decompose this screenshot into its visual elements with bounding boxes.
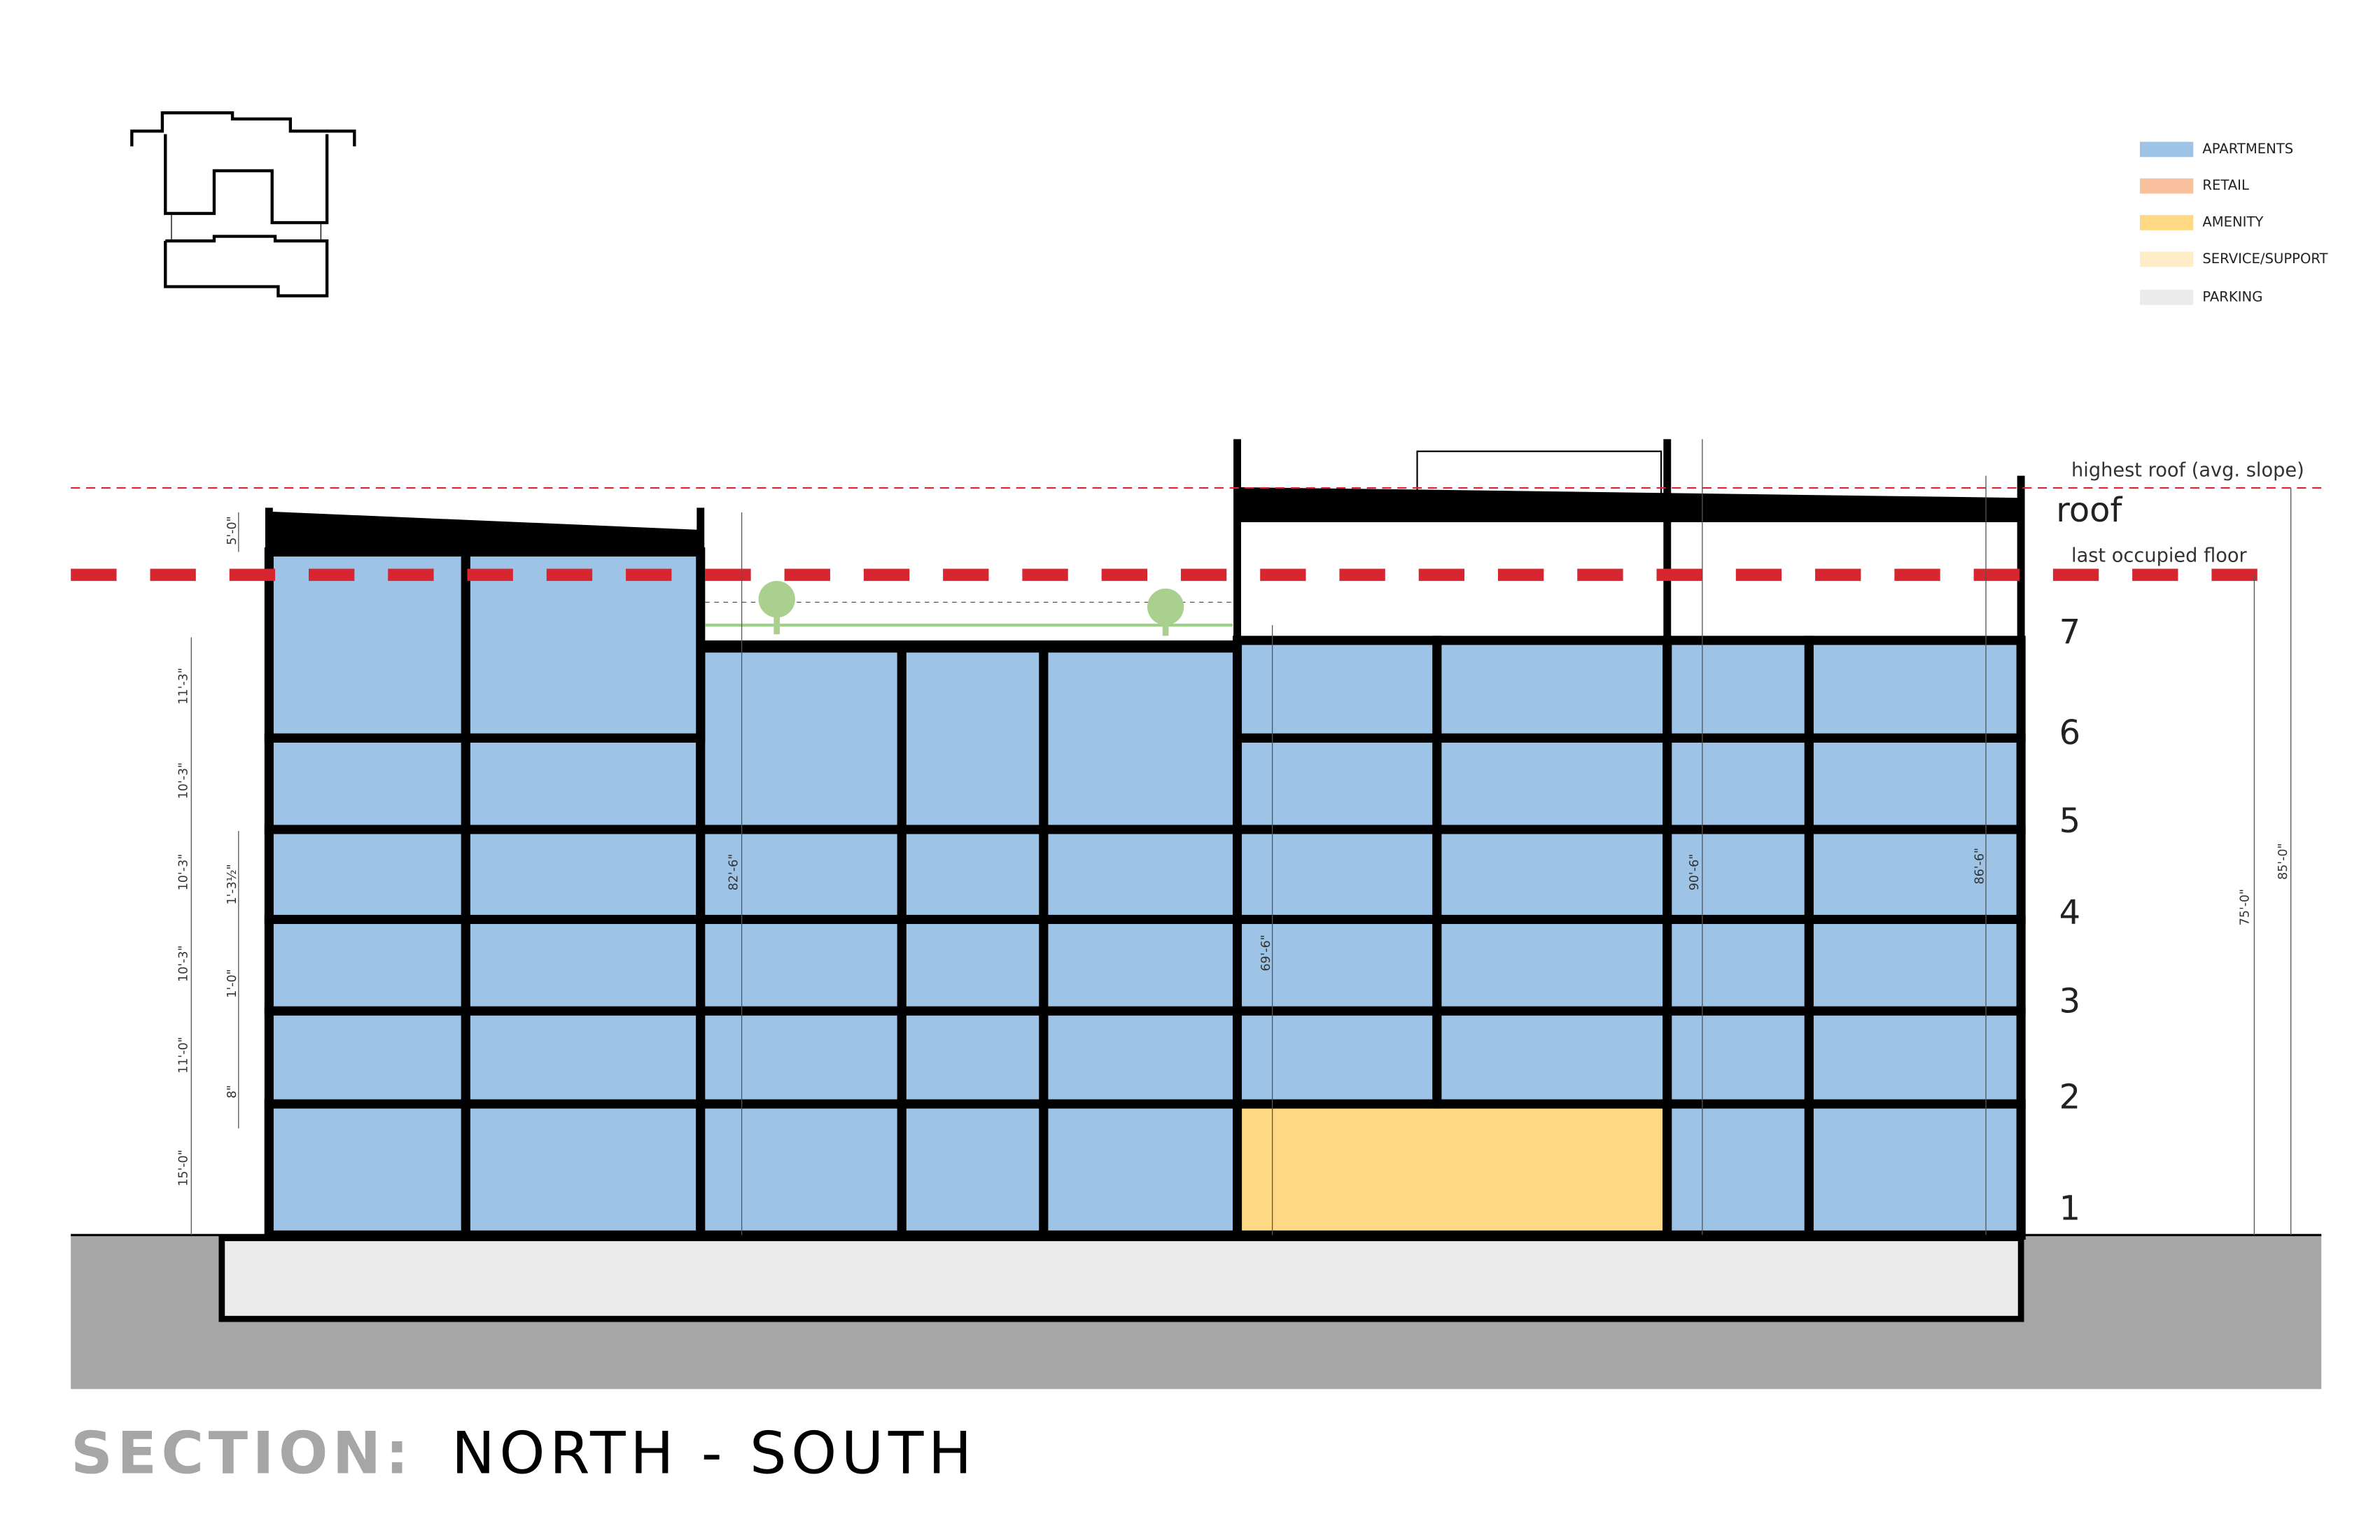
room — [1804, 636, 2026, 743]
dimensions: 5'-0" 11'-3" 10'-3" 10'-3" 10'-3" 11'-0" 15'-0… — [176, 516, 2290, 1186]
dimension-label: 11'-0" — [176, 1037, 190, 1073]
room — [1232, 733, 1442, 834]
room — [897, 642, 1049, 834]
room — [1804, 1006, 2026, 1109]
dimension-label: 75'-0" — [2238, 889, 2252, 925]
dimension-label: 11'-3" — [176, 668, 190, 704]
legend-swatch — [2140, 215, 2194, 230]
floor-number: 5 — [2059, 802, 2080, 841]
room — [897, 1006, 1049, 1109]
floor-numbers: 1 2 3 4 5 6 7 — [2059, 613, 2080, 1228]
dimension-label: 86'-6" — [1973, 848, 1987, 884]
dimension-label: 15'-0" — [176, 1149, 190, 1186]
legend: APARTMENTS RETAIL AMENITY SERVICE/SUPPORT PA… — [2140, 141, 2329, 305]
dimension-label: 90'-6" — [1688, 854, 1702, 890]
room — [1432, 636, 1672, 743]
room — [1232, 1006, 1442, 1109]
room — [1039, 825, 1242, 924]
room — [897, 1099, 1049, 1240]
room — [1662, 1099, 1814, 1240]
rooms — [264, 547, 2026, 1240]
room — [1432, 914, 1672, 1016]
room — [1432, 825, 1672, 924]
highest-roof-label: highest roof (avg. slope) — [2071, 460, 2304, 482]
floor-number: 3 — [2059, 982, 2080, 1021]
room — [1804, 1099, 2026, 1240]
room — [897, 914, 1049, 1016]
legend-label: APARTMENTS — [2202, 141, 2293, 157]
dimension-label: 5'-0" — [225, 516, 239, 545]
room — [1232, 1099, 1672, 1240]
room — [461, 733, 706, 834]
room — [1039, 914, 1242, 1016]
room — [1232, 636, 1442, 743]
room — [1039, 1099, 1242, 1240]
room — [461, 1099, 706, 1240]
room — [1662, 733, 1814, 834]
dimension-lines — [190, 439, 2292, 1236]
room — [1804, 825, 2026, 924]
roof-structure — [71, 439, 2322, 1238]
dimension-label: 1'-0" — [225, 969, 239, 997]
dimension-label: 10'-3" — [176, 762, 190, 799]
title-main: NORTH - SOUTH — [451, 1420, 976, 1488]
room — [1804, 914, 2026, 1016]
room — [264, 1006, 470, 1109]
title-prefix: SECTION: — [71, 1420, 413, 1488]
room — [1662, 1006, 1814, 1109]
legend-label: RETAIL — [2202, 177, 2249, 193]
room — [1432, 1006, 1672, 1109]
roof-label: roof — [2056, 491, 2122, 530]
legend-label: SERVICE/SUPPORT — [2202, 251, 2328, 267]
dimension-label: 1'-3½" — [225, 864, 239, 904]
key-plan — [130, 111, 356, 298]
legend-label: AMENITY — [2202, 214, 2263, 230]
floor-number: 4 — [2059, 894, 2080, 932]
dimension-label: 85'-0" — [2276, 844, 2290, 880]
room — [1662, 914, 1814, 1016]
legend-swatch — [2140, 289, 2194, 305]
dimension-label: 69'-6" — [1259, 934, 1273, 971]
legend-label: PARKING — [2202, 288, 2262, 304]
room — [1039, 642, 1242, 834]
title: SECTION: NORTH - SOUTH — [71, 1420, 976, 1488]
room — [696, 914, 906, 1016]
room — [461, 914, 706, 1016]
room — [1039, 1006, 1242, 1109]
room — [696, 1099, 906, 1240]
room — [264, 547, 470, 743]
room — [264, 1099, 470, 1240]
room — [264, 825, 470, 924]
dimension-label: 8" — [225, 1085, 239, 1098]
courtyard — [705, 580, 1233, 636]
basement — [218, 1235, 2024, 1322]
legend-swatch — [2140, 251, 2194, 267]
legend-swatch — [2140, 178, 2194, 194]
room — [264, 733, 470, 834]
room — [1804, 733, 2026, 834]
floor-number: 7 — [2059, 613, 2080, 652]
dimension-label: 10'-3" — [176, 945, 190, 981]
room — [1432, 733, 1672, 834]
floor-number: 2 — [2059, 1078, 2080, 1116]
legend-swatch — [2140, 141, 2194, 158]
room — [264, 914, 470, 1016]
dimension-label: 82'-6" — [727, 854, 741, 890]
room — [461, 825, 706, 924]
room — [897, 825, 1049, 924]
dimension-label: 10'-3" — [176, 854, 190, 890]
room — [1662, 636, 1814, 743]
room — [696, 642, 906, 834]
floor-number: 6 — [2059, 714, 2080, 752]
room — [696, 1006, 906, 1109]
floor-number: 1 — [2059, 1190, 2080, 1228]
room — [461, 1006, 706, 1109]
last-floor-label: last occupied floor — [2071, 545, 2248, 567]
room — [1232, 825, 1442, 924]
